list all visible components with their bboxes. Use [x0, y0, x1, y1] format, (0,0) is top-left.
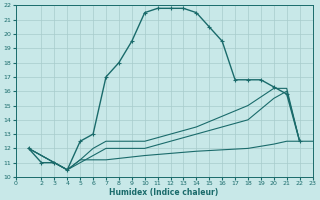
- X-axis label: Humidex (Indice chaleur): Humidex (Indice chaleur): [109, 188, 219, 197]
